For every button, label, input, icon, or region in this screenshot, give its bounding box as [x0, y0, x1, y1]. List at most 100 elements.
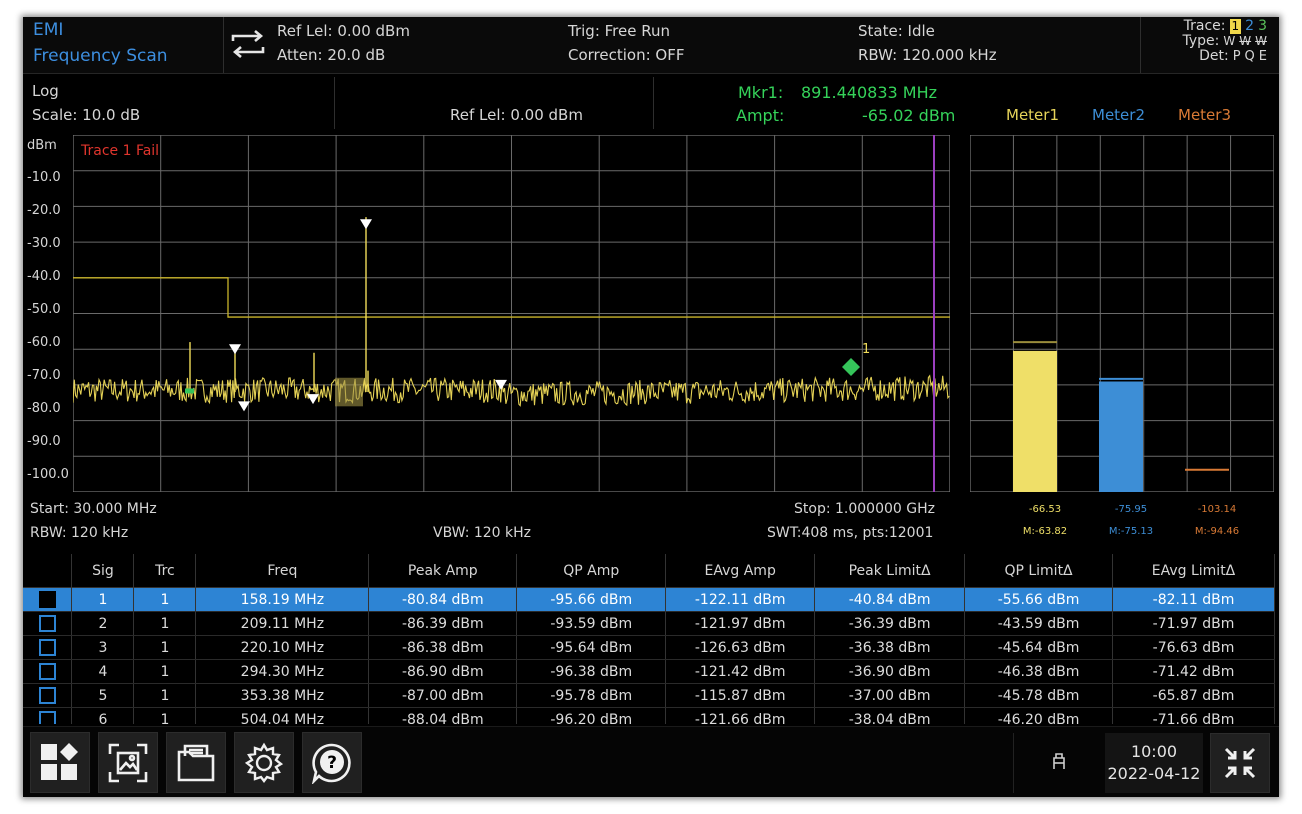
- table-cell: -122.11 dBm: [665, 587, 816, 612]
- y-tick-label: -70.0: [27, 368, 61, 383]
- y-tick-label: -10.0: [27, 170, 61, 185]
- table-cell: -121.42 dBm: [665, 659, 816, 684]
- table-cell: -86.38 dBm: [368, 635, 518, 660]
- network-status-icon[interactable]: [1051, 752, 1067, 774]
- meter3-value: -103.14: [1197, 504, 1237, 515]
- column-header[interactable]: Sig: [71, 554, 135, 588]
- table-cell: -93.59 dBm: [516, 611, 667, 636]
- amplitude-label: Ampt:: [736, 106, 785, 125]
- screenshot-icon[interactable]: [98, 732, 158, 793]
- table-cell: -71.66 dBm: [1112, 707, 1275, 724]
- table-cell: -115.87 dBm: [665, 683, 816, 708]
- scale-type[interactable]: Log: [32, 82, 59, 100]
- meter-bars: [970, 135, 1274, 492]
- table-cell: -121.66 dBm: [665, 707, 816, 724]
- table-cell: -55.66 dBm: [964, 587, 1114, 612]
- meter1-label[interactable]: Meter1: [1006, 106, 1059, 124]
- folder-icon[interactable]: [166, 732, 226, 793]
- det-label: Det:: [1199, 48, 1229, 64]
- column-header[interactable]: QP LimitΔ: [964, 554, 1114, 588]
- table-cell: -45.64 dBm: [964, 635, 1114, 660]
- table-cell: -76.63 dBm: [1112, 635, 1275, 660]
- marker-frequency[interactable]: 891.440833 MHz: [801, 83, 938, 102]
- ref-level-label[interactable]: Ref Lel: 0.00 dBm: [450, 106, 583, 124]
- table-row[interactable]: 3 1 220.10 MHz -86.38 dBm -95.64 dBm -126.63 …: [23, 635, 1275, 660]
- row-select-checkbox[interactable]: [23, 707, 73, 724]
- table-cell: 4: [71, 659, 135, 684]
- table-cell: -46.20 dBm: [964, 707, 1114, 724]
- table-row[interactable]: 2 1 209.11 MHz -86.39 dBm -93.59 dBm -121.97 …: [23, 611, 1275, 636]
- table-cell: -80.84 dBm: [368, 587, 518, 612]
- type-2: W: [1239, 34, 1252, 48]
- column-header[interactable]: Freq: [195, 554, 370, 588]
- ref-level-status[interactable]: Ref Lel: 0.00 dBm: [277, 22, 410, 40]
- meter2-label[interactable]: Meter2: [1092, 106, 1145, 124]
- trace-info[interactable]: Trace: 1 2 3 Type: W W W Det: P Q E: [1182, 18, 1268, 65]
- column-header[interactable]: EAvg LimitΔ: [1112, 554, 1275, 588]
- rbw-bottom[interactable]: RBW: 120 kHz: [30, 525, 129, 541]
- column-header[interactable]: EAvg Amp: [665, 554, 816, 588]
- row-select-checkbox[interactable]: [23, 611, 73, 636]
- column-header[interactable]: Peak LimitΔ: [814, 554, 966, 588]
- help-icon[interactable]: ?: [302, 732, 362, 793]
- table-cell: 2: [71, 611, 135, 636]
- meter3-label[interactable]: Meter3: [1178, 106, 1231, 124]
- footer-toolbar: ? 10:00 2022-04-12: [23, 726, 1279, 797]
- rbw-status[interactable]: RBW: 120.000 kHz: [858, 46, 997, 64]
- signal-table[interactable]: Sig Trc Freq Peak Amp QP Amp EAvg Amp Peak Lim…: [23, 554, 1275, 724]
- det-1: P: [1232, 49, 1241, 64]
- trace-1-num: 1: [1229, 19, 1242, 34]
- table-cell: 3: [71, 635, 135, 660]
- y-tick-label: -60.0: [27, 335, 61, 350]
- vbw-bottom[interactable]: VBW: 120 kHz: [433, 525, 532, 541]
- table-row[interactable]: 4 1 294.30 MHz -86.90 dBm -96.38 dBm -121.42 …: [23, 659, 1275, 684]
- state-status: State: Idle: [858, 22, 935, 40]
- table-cell: 1: [133, 707, 197, 724]
- minimize-icon[interactable]: [1210, 733, 1270, 793]
- table-cell: 6: [71, 707, 135, 724]
- marker-label[interactable]: Mkr1:: [738, 83, 784, 102]
- table-row[interactable]: 6 1 504.04 MHz -88.04 dBm -96.20 dBm -121.66 …: [23, 707, 1275, 724]
- row-select-checkbox[interactable]: [23, 635, 73, 660]
- amplitude-value: -65.02 dBm: [862, 106, 956, 125]
- row-select-checkbox[interactable]: [23, 587, 73, 612]
- sweep-time[interactable]: SWT:408 ms, pts:12001: [767, 525, 934, 541]
- type-label: Type:: [1182, 33, 1220, 49]
- column-header[interactable]: Peak Amp: [368, 554, 518, 588]
- scale-value[interactable]: Scale: 10.0 dB: [32, 106, 141, 124]
- row-select-checkbox[interactable]: [23, 659, 73, 684]
- peak-marker-icon: [307, 394, 319, 405]
- table-row[interactable]: 5 1 353.38 MHz -87.00 dBm -95.78 dBm -115.87 …: [23, 683, 1275, 708]
- table-cell: 220.10 MHz: [195, 635, 370, 660]
- column-header[interactable]: QP Amp: [516, 554, 667, 588]
- y-tick-label: -40.0: [27, 269, 61, 284]
- meter2-value: -75.95: [1114, 504, 1148, 515]
- row-select-checkbox[interactable]: [23, 683, 73, 708]
- meter-bar: [1099, 381, 1143, 492]
- y-tick-label: -50.0: [27, 302, 61, 317]
- table-row[interactable]: 1 1 158.19 MHz -80.84 dBm -95.66 dBm -122.11 …: [23, 587, 1275, 612]
- table-cell: 1: [133, 659, 197, 684]
- table-cell: 158.19 MHz: [195, 587, 370, 612]
- table-cell: -95.78 dBm: [516, 683, 667, 708]
- atten-status[interactable]: Atten: 20.0 dB: [277, 46, 386, 64]
- start-frequency[interactable]: Start: 30.000 MHz: [30, 501, 157, 517]
- mode-subtitle[interactable]: Frequency Scan: [33, 46, 168, 66]
- settings-gear-icon[interactable]: [234, 732, 294, 793]
- mode-title[interactable]: EMI: [33, 20, 64, 40]
- trig-status[interactable]: Trig: Free Run: [568, 22, 670, 40]
- clock-display[interactable]: 10:00 2022-04-12: [1105, 733, 1203, 793]
- det-2: Q: [1244, 49, 1255, 64]
- trace-label: Trace:: [1183, 18, 1226, 34]
- header-select: [23, 554, 73, 588]
- table-cell: 5: [71, 683, 135, 708]
- correction-status[interactable]: Correction: OFF: [568, 46, 685, 64]
- spectrum-plot[interactable]: 1: [73, 135, 950, 492]
- table-cell: 209.11 MHz: [195, 611, 370, 636]
- stop-frequency[interactable]: Stop: 1.000000 GHz: [794, 501, 935, 517]
- column-header[interactable]: Trc: [133, 554, 197, 588]
- grid-icon[interactable]: [30, 732, 90, 793]
- continuous-sweep-icon[interactable]: [229, 27, 267, 65]
- y-tick-label: -30.0: [27, 236, 61, 251]
- type-3: W: [1255, 34, 1267, 48]
